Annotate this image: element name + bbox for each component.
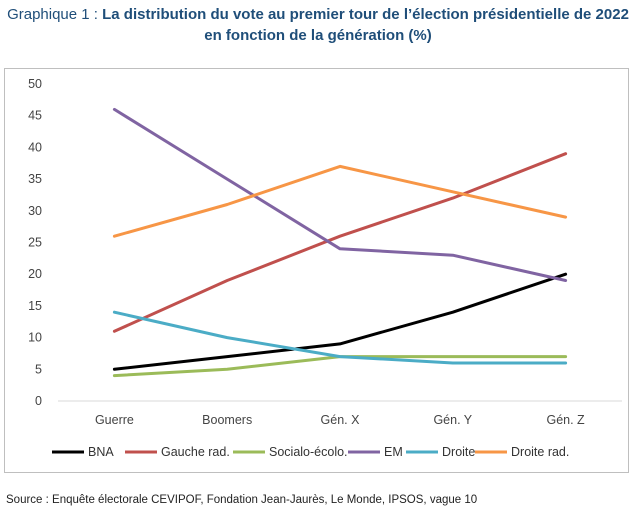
y-tick-label: 30: [28, 204, 42, 218]
y-axis: 0 5 10 15 20 25 30 35 40 45 50: [28, 77, 42, 408]
chart-title: Graphique 1 : La distribution du vote au…: [0, 4, 636, 46]
x-tick-label: Gén. Z: [546, 413, 585, 427]
x-tick-label: Boomers: [202, 413, 252, 427]
legend-label: Droite rad.: [511, 445, 569, 459]
x-tick-label: Guerre: [95, 413, 134, 427]
series-line: [112, 310, 568, 365]
series-line: [112, 107, 568, 282]
y-tick-label: 50: [28, 77, 42, 91]
series-lines: [112, 107, 568, 378]
chart-frame: [4, 68, 629, 473]
series-line: [112, 164, 568, 238]
y-tick-label: 45: [28, 109, 42, 123]
legend-label: Droite: [442, 445, 475, 459]
y-tick-label: 25: [28, 236, 42, 250]
x-axis: Guerre Boomers Gén. X Gén. Y Gén. Z: [58, 400, 622, 427]
source-note: Source : Enquête électorale CEVIPOF, Fon…: [6, 494, 478, 506]
legend-label: BNA: [88, 445, 114, 459]
line-chart: 0 5 10 15 20 25 30 35 40 45 50 Guerre Boomers Gén. X…: [28, 77, 622, 459]
y-tick-label: 5: [35, 362, 42, 376]
legend-label: Socialo-écolo.: [269, 445, 348, 459]
y-tick-label: 35: [28, 172, 42, 186]
legend-label: Gauche rad.: [161, 445, 230, 459]
y-tick-label: 0: [35, 394, 42, 408]
series-line: [112, 272, 568, 371]
y-tick-label: 15: [28, 299, 42, 313]
series-line: [112, 355, 568, 378]
y-tick-label: 40: [28, 140, 42, 154]
y-tick-label: 20: [28, 267, 42, 281]
series-line: [112, 152, 568, 333]
y-tick-label: 10: [28, 331, 42, 345]
x-tick-label: Gén. Y: [433, 413, 472, 427]
chart-title-main: La distribution du vote au premier tour …: [102, 6, 629, 44]
legend-label: EM: [384, 445, 403, 459]
legend: BNA Gauche rad. Socialo-écolo. EM Droite Droi…: [52, 445, 569, 459]
chart-title-lead: Graphique 1 :: [7, 6, 103, 23]
x-tick-label: Gén. X: [321, 413, 361, 427]
